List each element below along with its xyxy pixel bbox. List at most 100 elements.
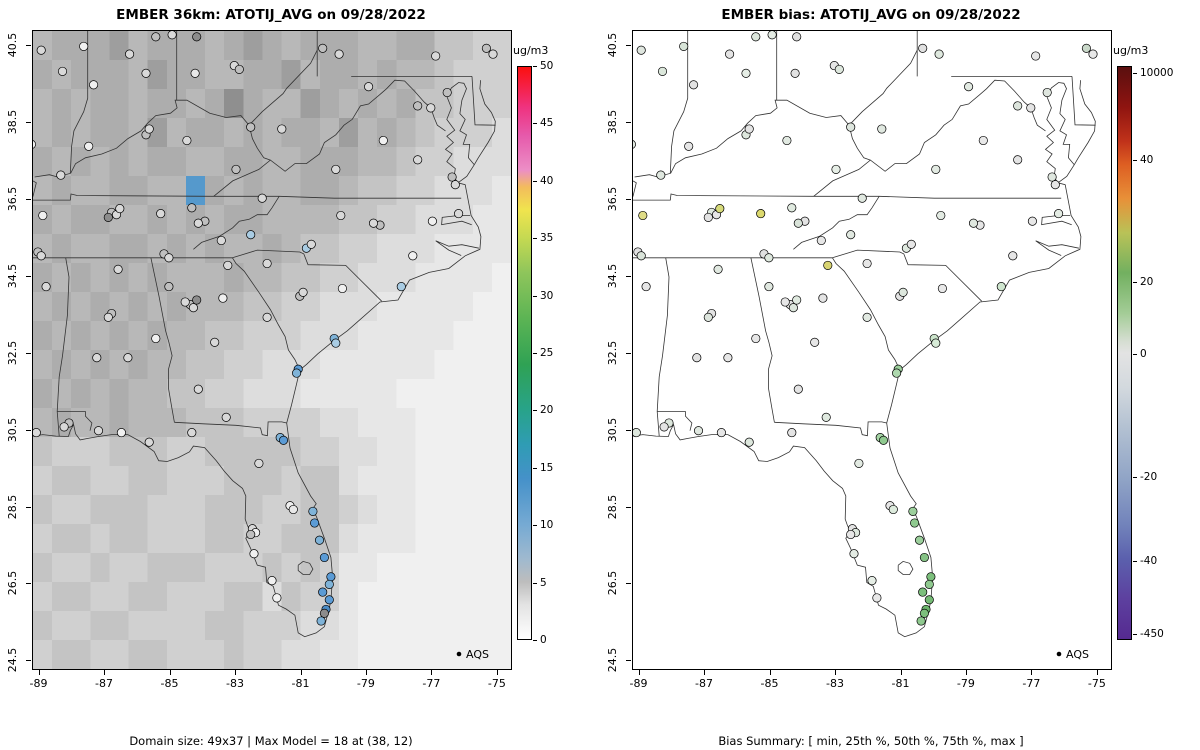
station-marker (288, 504, 298, 515)
raster-cell (415, 466, 436, 496)
raster-cell (281, 408, 302, 438)
raster-cell (377, 292, 397, 322)
raster-cell (128, 350, 149, 380)
map-outline (248, 125, 271, 161)
raster-cell (147, 379, 168, 409)
raster-cell (434, 31, 455, 61)
raster-cell (338, 321, 359, 351)
raster-cell (71, 350, 91, 380)
station-marker (1027, 216, 1037, 226)
raster-cell (319, 60, 340, 90)
raster-cell (52, 437, 72, 467)
station-marker (751, 32, 761, 42)
raster-cell (358, 234, 378, 264)
raster-cell (338, 350, 359, 380)
station-marker (641, 282, 651, 292)
raster-cell (453, 292, 474, 322)
colorbar-units-label: ug/m3 (513, 44, 549, 57)
station-marker (810, 337, 820, 347)
y-tick-mark (626, 352, 631, 354)
raster-cell (128, 408, 149, 438)
raster-cell (262, 640, 283, 669)
raster-cell (109, 60, 130, 90)
raster-cell (147, 60, 168, 90)
station-marker (788, 303, 798, 313)
station-marker (103, 312, 113, 322)
raster-cell (224, 263, 244, 293)
raster-cell (71, 524, 91, 554)
raster-cell (453, 89, 474, 119)
raster-cell (262, 437, 283, 467)
station-marker (872, 593, 882, 603)
raster-cell (52, 147, 72, 177)
raster-cell (434, 611, 455, 641)
colorbar-tick (1133, 477, 1137, 478)
station-marker (193, 218, 203, 228)
raster-cell (71, 234, 91, 264)
y-tick-label: 32.5 (6, 340, 19, 366)
raster-cell (262, 31, 283, 61)
x-tick-label: -81 (891, 677, 910, 690)
raster-cell (52, 466, 72, 496)
raster-cell (319, 640, 340, 669)
colorbar-tick (1133, 159, 1137, 161)
raster-cell (166, 640, 187, 669)
station-marker (218, 293, 228, 303)
station-marker (141, 68, 151, 78)
raster-cell (358, 524, 378, 554)
station-marker (267, 576, 277, 586)
station-marker (1088, 49, 1098, 59)
raster-cell (472, 640, 493, 669)
y-tick-label: 24.5 (606, 648, 619, 673)
raster-cell (472, 234, 493, 264)
raster-cell (166, 466, 187, 496)
station-marker (298, 287, 308, 297)
raster-cell (128, 640, 149, 669)
raster-cell (90, 31, 111, 61)
raster-cell (224, 118, 244, 148)
raster-cell (128, 176, 149, 206)
raster-cell (491, 408, 511, 438)
raster-cell (358, 263, 378, 293)
raster-cell (415, 582, 436, 612)
x-tick-label: -85 (160, 677, 179, 690)
raster-cell (358, 611, 378, 641)
raster-cell (166, 147, 187, 177)
raster-cell (205, 524, 225, 554)
colorbar-units-label: ug/m3 (1113, 44, 1149, 57)
raster-cell (243, 263, 264, 293)
raster-cell (358, 437, 378, 467)
station-marker (1047, 172, 1057, 182)
raster-cell (147, 350, 168, 380)
raster-cell (300, 350, 321, 380)
raster-cell (185, 524, 206, 554)
station-marker (249, 549, 259, 559)
station-marker (38, 210, 48, 221)
raster-cell (338, 640, 359, 669)
raster-cell (319, 176, 340, 206)
raster-cell (52, 234, 72, 264)
map-outline (832, 249, 982, 302)
station-marker (221, 412, 231, 422)
raster-cell (185, 263, 206, 293)
raster-cell (71, 466, 91, 496)
raster-cell (243, 379, 264, 409)
station-marker (964, 82, 974, 92)
raster-cell (243, 640, 264, 669)
station-marker (115, 204, 125, 214)
station-marker (924, 595, 934, 605)
raster-cell (262, 205, 283, 235)
colorbar-tick-label: 0 (540, 634, 547, 646)
station-marker (318, 587, 328, 597)
station-marker (1013, 101, 1023, 111)
raster-cell (377, 466, 397, 496)
raster-cell (262, 495, 283, 525)
raster-cell (128, 263, 149, 293)
colorbar-tick-label: 25 (540, 347, 554, 359)
raster-cell (262, 379, 283, 409)
raster-cell (205, 582, 225, 612)
raster-cell (71, 118, 91, 148)
station-marker (692, 353, 702, 363)
raster-cell (224, 495, 244, 525)
